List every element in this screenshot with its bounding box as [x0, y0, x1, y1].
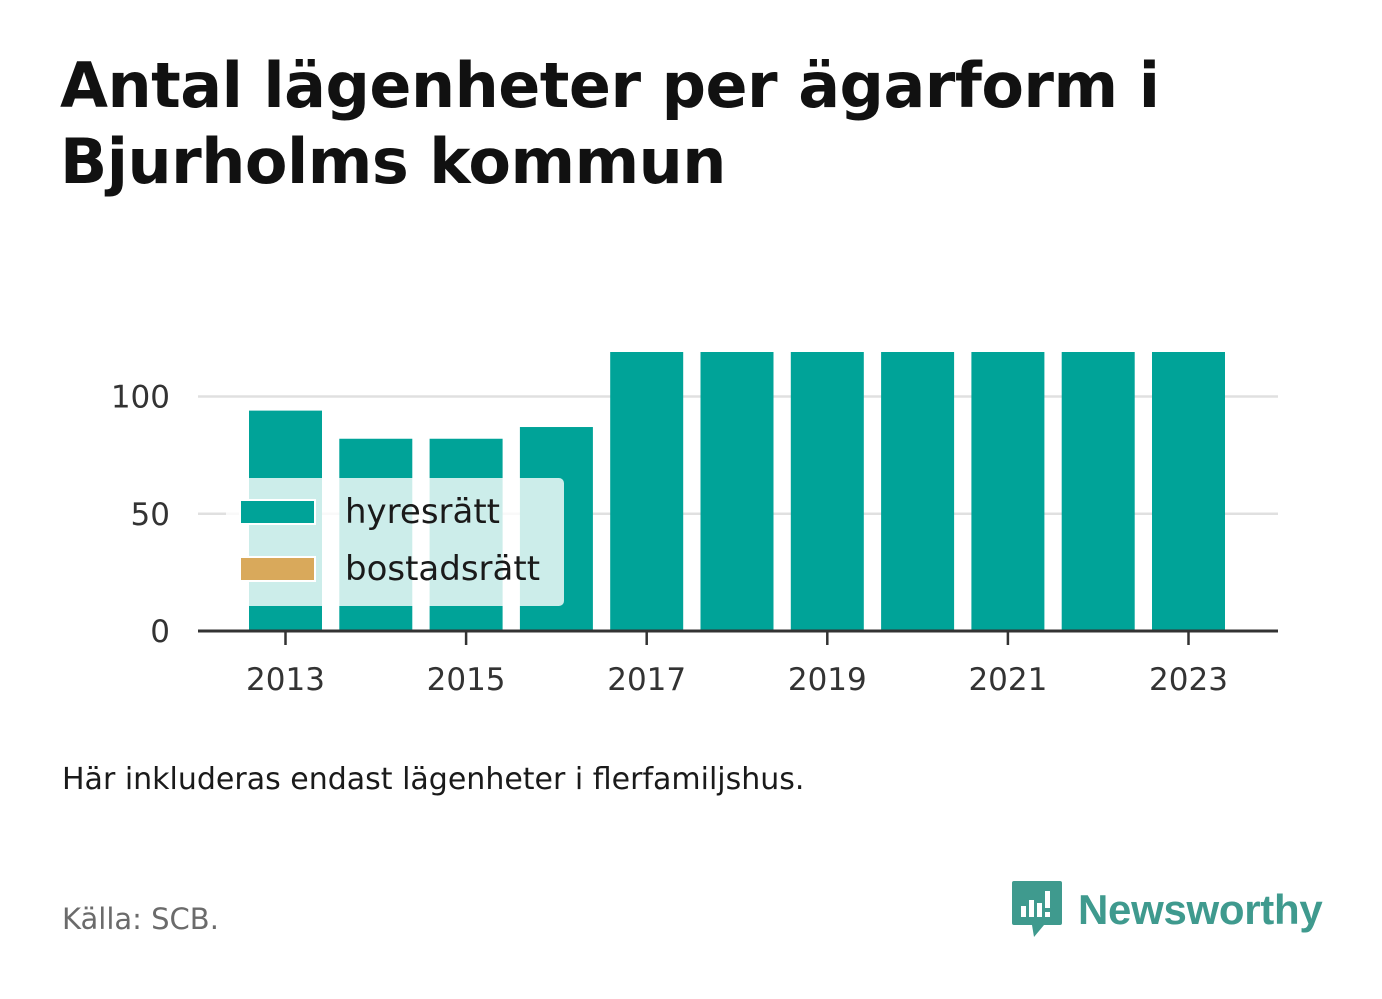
y-tick-label: 50	[131, 497, 170, 533]
legend-swatch-0	[239, 499, 316, 525]
y-axis-ticks: 0 50 100	[111, 380, 170, 650]
legend-label-0: hyresrätt	[345, 492, 500, 532]
bar-2023-0	[1152, 352, 1225, 631]
x-tick-label: 2021	[968, 662, 1047, 698]
brand-logo: Newsworthy	[1010, 878, 1323, 942]
source-note: Källa: SCB.	[62, 902, 219, 936]
y-tick-label: 0	[150, 614, 170, 650]
x-tick-label: 2017	[607, 662, 686, 698]
bar-2018-0	[700, 352, 774, 631]
legend: hyresrätt bostadsrätt	[226, 478, 564, 606]
chart-title: Antal lägenheter per ägarform i Bjurholm…	[60, 49, 1160, 198]
y-tick-label: 100	[111, 380, 170, 416]
legend-swatch-1	[239, 556, 316, 582]
bar-2020-0	[881, 352, 955, 631]
brand-name: Newsworthy	[1078, 886, 1323, 933]
x-axis: 2013 2015 2017 2019 2021 2023	[198, 629, 1278, 698]
bar-2017-0	[610, 352, 684, 631]
legend-label-1: bostadsrätt	[345, 549, 540, 589]
bar-2022-0	[1061, 352, 1135, 631]
bar-2021-0	[971, 352, 1045, 631]
x-tick-label: 2023	[1149, 662, 1228, 698]
x-tick-label: 2019	[788, 662, 867, 698]
bar-chart-speech-bubble-icon	[1012, 881, 1062, 937]
bar-2019-0	[790, 352, 864, 631]
x-tick-label: 2015	[427, 662, 506, 698]
chart-caption: Här inkluderas endast lägenheter i flerf…	[62, 762, 805, 797]
x-tick-label: 2013	[246, 662, 325, 698]
